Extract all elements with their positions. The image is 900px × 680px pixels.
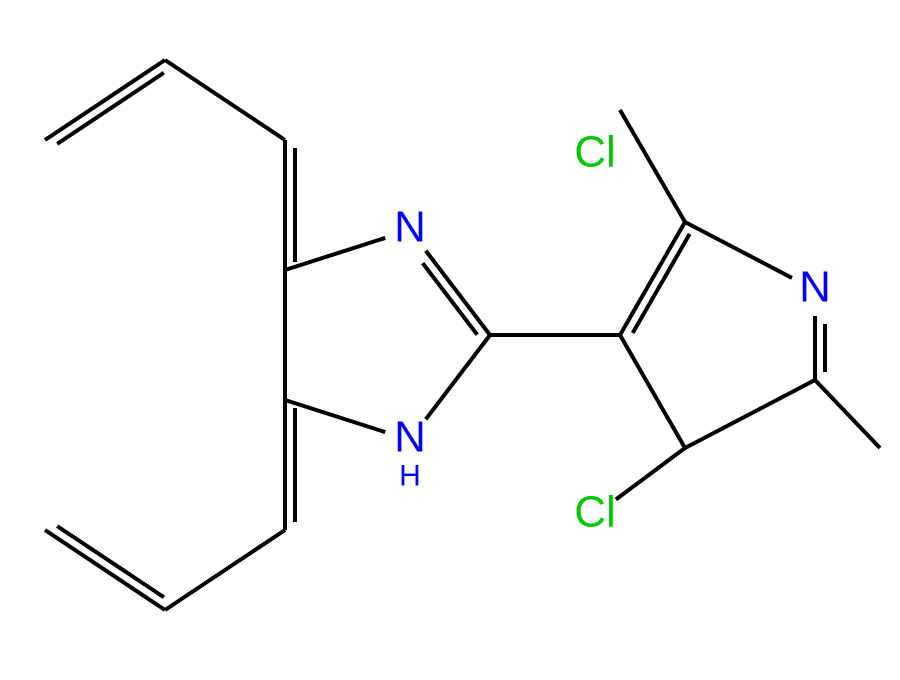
nitrogen-atom-label: N	[394, 203, 426, 252]
nitrogen-atom-label: N	[394, 413, 426, 462]
nh-hydrogen-label: H	[399, 459, 421, 492]
chlorine-atom-label: Cl	[574, 488, 616, 537]
nitrogen-atom-label: N	[799, 263, 831, 312]
chemical-structure-diagram: NNHNClCl	[0, 0, 900, 680]
chlorine-atom-label: Cl	[574, 128, 616, 177]
